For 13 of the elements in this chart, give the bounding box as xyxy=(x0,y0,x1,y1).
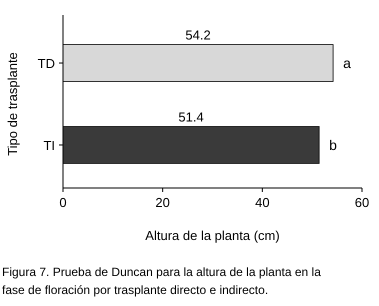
data-label: 51.4 xyxy=(178,110,204,125)
y-tick-label: TI xyxy=(43,138,55,153)
x-tick-label: 20 xyxy=(155,195,170,210)
x-tick-label: 40 xyxy=(255,195,270,210)
x-axis-title: Altura de la planta (cm) xyxy=(145,228,280,243)
x-tick-label: 0 xyxy=(59,195,67,210)
y-tick-label: TD xyxy=(38,56,55,72)
y-axis-title: Tipo de trasplante xyxy=(5,52,20,156)
x-tick-label: 60 xyxy=(354,195,370,210)
annotation: b xyxy=(329,136,338,153)
annotation: a xyxy=(343,55,352,72)
data-label: 54.2 xyxy=(185,28,211,43)
text: Figura 7. Prueba de Duncan para la altura de la planta en la fase de floración por trasplante directo e indirecto. xyxy=(2,265,322,297)
